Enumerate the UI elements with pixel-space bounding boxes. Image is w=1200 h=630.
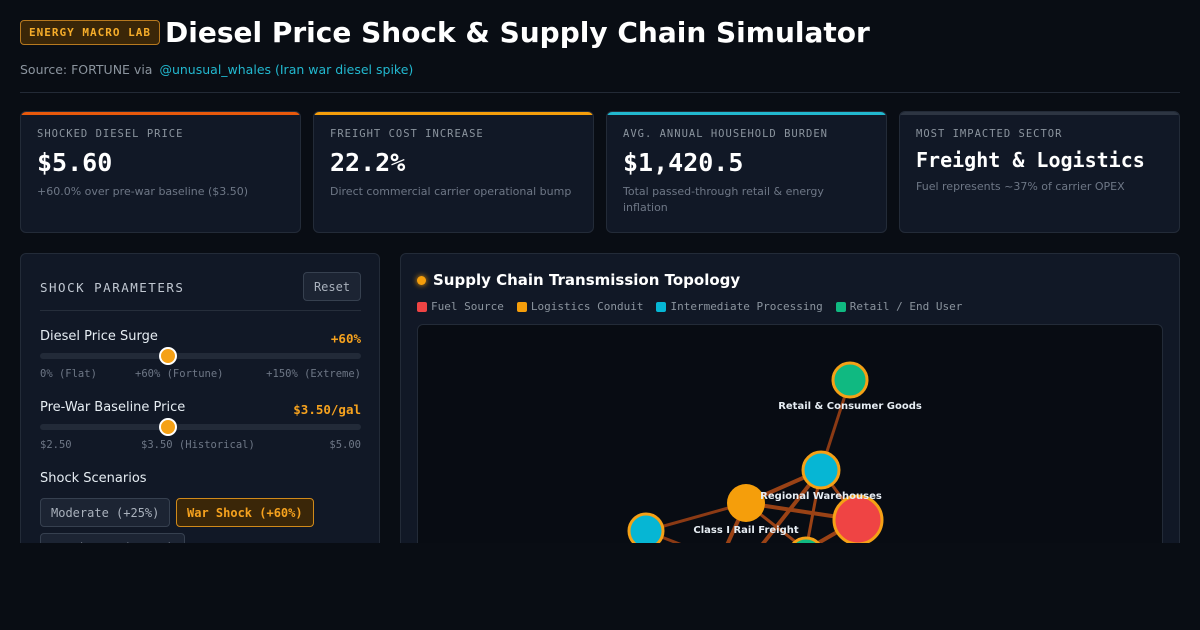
scenario-war-shock-button[interactable]: War Shock (+60%) [176,498,314,527]
kpi-sub: Total passed-through retail & energy inf… [623,185,824,214]
kpi-household-burden: AVG. ANNUAL HOUSEHOLD BURDEN $1,420.5 To… [606,111,887,233]
kpi-value: $5.60 [37,148,113,177]
legend-label: Retail / End User [849,300,963,313]
kpi-sub: Fuel represents ~37% of carrier OPEX [916,180,1125,193]
node-label: Retail & Consumer Goods [778,401,922,412]
source-link[interactable]: @unusual_whales (Iran war diesel spike) [159,62,414,77]
node-class-i-rail-freight [727,484,765,522]
kpi-sub: Direct commercial carrier operational bu… [330,185,572,198]
header-divider [20,92,1180,93]
baseline-value: $3.50/gal [293,402,361,417]
node-label: Class I Rail Freight [693,525,798,536]
node-fuel-source [832,494,884,546]
page-title: Diesel Price Shock & Supply Chain Simula… [165,16,870,49]
kpi-value: Freight & Logistics [916,148,1145,172]
kpi-value: $1,420.5 [623,148,744,177]
legend-label: Fuel Source [431,300,504,313]
kpi-accent [607,112,886,115]
legend-swatch [835,301,846,312]
status-dot-icon [417,276,426,285]
legend-item-logistics-conduit: Logistics Conduit [516,300,644,313]
viewport-bottom [0,543,1200,630]
baseline-tick-mid: $3.50 (Historical) [141,439,255,451]
topology-canvas[interactable]: Retail & Consumer Goods Regional Warehou… [417,324,1163,552]
node-retail-consumer-goods [831,361,869,399]
surge-value: +60% [330,331,361,346]
kpi-label: FREIGHT COST INCREASE [330,128,484,140]
shock-parameters-panel: SHOCK PARAMETERS Reset Diesel Price Surg… [20,253,380,553]
legend-label: Logistics Conduit [530,300,644,313]
baseline-tick-min: $2.50 [40,439,72,451]
source-prefix: Source: FORTUNE via [20,62,153,77]
kpi-label: AVG. ANNUAL HOUSEHOLD BURDEN [623,128,829,140]
scenarios-label: Shock Scenarios [40,471,147,486]
scenario-moderate-button[interactable]: Moderate (+25%) [40,498,171,527]
baseline-slider-thumb[interactable] [159,418,178,436]
topology-title: Supply Chain Transmission Topology [433,271,741,289]
legend-swatch [656,301,667,312]
node-label: Regional Warehouses [760,491,882,502]
legend-item-intermediate-processing: Intermediate Processing [656,300,823,313]
legend-item-fuel-source: Fuel Source [417,300,504,313]
topology-legend: Fuel Source Logistics Conduit Intermedia… [417,300,962,313]
surge-slider-thumb[interactable] [159,347,178,365]
legend-swatch [417,301,427,312]
node-regional-warehouses [801,450,841,490]
baseline-label: Pre-War Baseline Price [40,400,186,415]
baseline-tick-max: $5.00 [329,439,361,451]
topology-graph: Retail & Consumer Goods Regional Warehou… [627,361,922,552]
surge-label: Diesel Price Surge [40,329,158,344]
legend-swatch [516,301,527,312]
surge-slider[interactable] [40,347,361,365]
kpi-most-impacted-sector: MOST IMPACTED SECTOR Freight & Logistics… [899,111,1180,233]
panel-divider [40,310,361,311]
kpi-accent [314,112,593,115]
kpi-sub: +60.0% over pre-war baseline ($3.50) [37,185,249,198]
surge-tick-min: 0% (Flat) [40,368,97,380]
source-line: Source: FORTUNE via @unusual_whales (Ira… [20,62,413,77]
kpi-shocked-diesel-price: SHOCKED DIESEL PRICE $5.60 +60.0% over p… [20,111,301,233]
legend-item-retail-end-user: Retail / End User [835,300,963,313]
lab-badge: ENERGY MACRO LAB [20,20,160,45]
kpi-accent [900,112,1179,115]
kpi-freight-cost-increase: FREIGHT COST INCREASE 22.2% Direct comme… [313,111,594,233]
legend-label: Intermediate Processing [670,300,823,313]
kpi-value: 22.2% [330,148,406,177]
surge-tick-max: +150% (Extreme) [266,368,361,380]
kpi-label: MOST IMPACTED SECTOR [916,128,1063,140]
surge-tick-mid: +60% (Fortune) [135,368,224,380]
reset-button[interactable]: Reset [303,272,361,301]
baseline-slider[interactable] [40,418,361,436]
kpi-accent [21,112,300,115]
panel-title: SHOCK PARAMETERS [40,280,185,295]
kpi-label: SHOCKED DIESEL PRICE [37,128,184,140]
topology-panel: Supply Chain Transmission Topology Fuel … [400,253,1180,553]
